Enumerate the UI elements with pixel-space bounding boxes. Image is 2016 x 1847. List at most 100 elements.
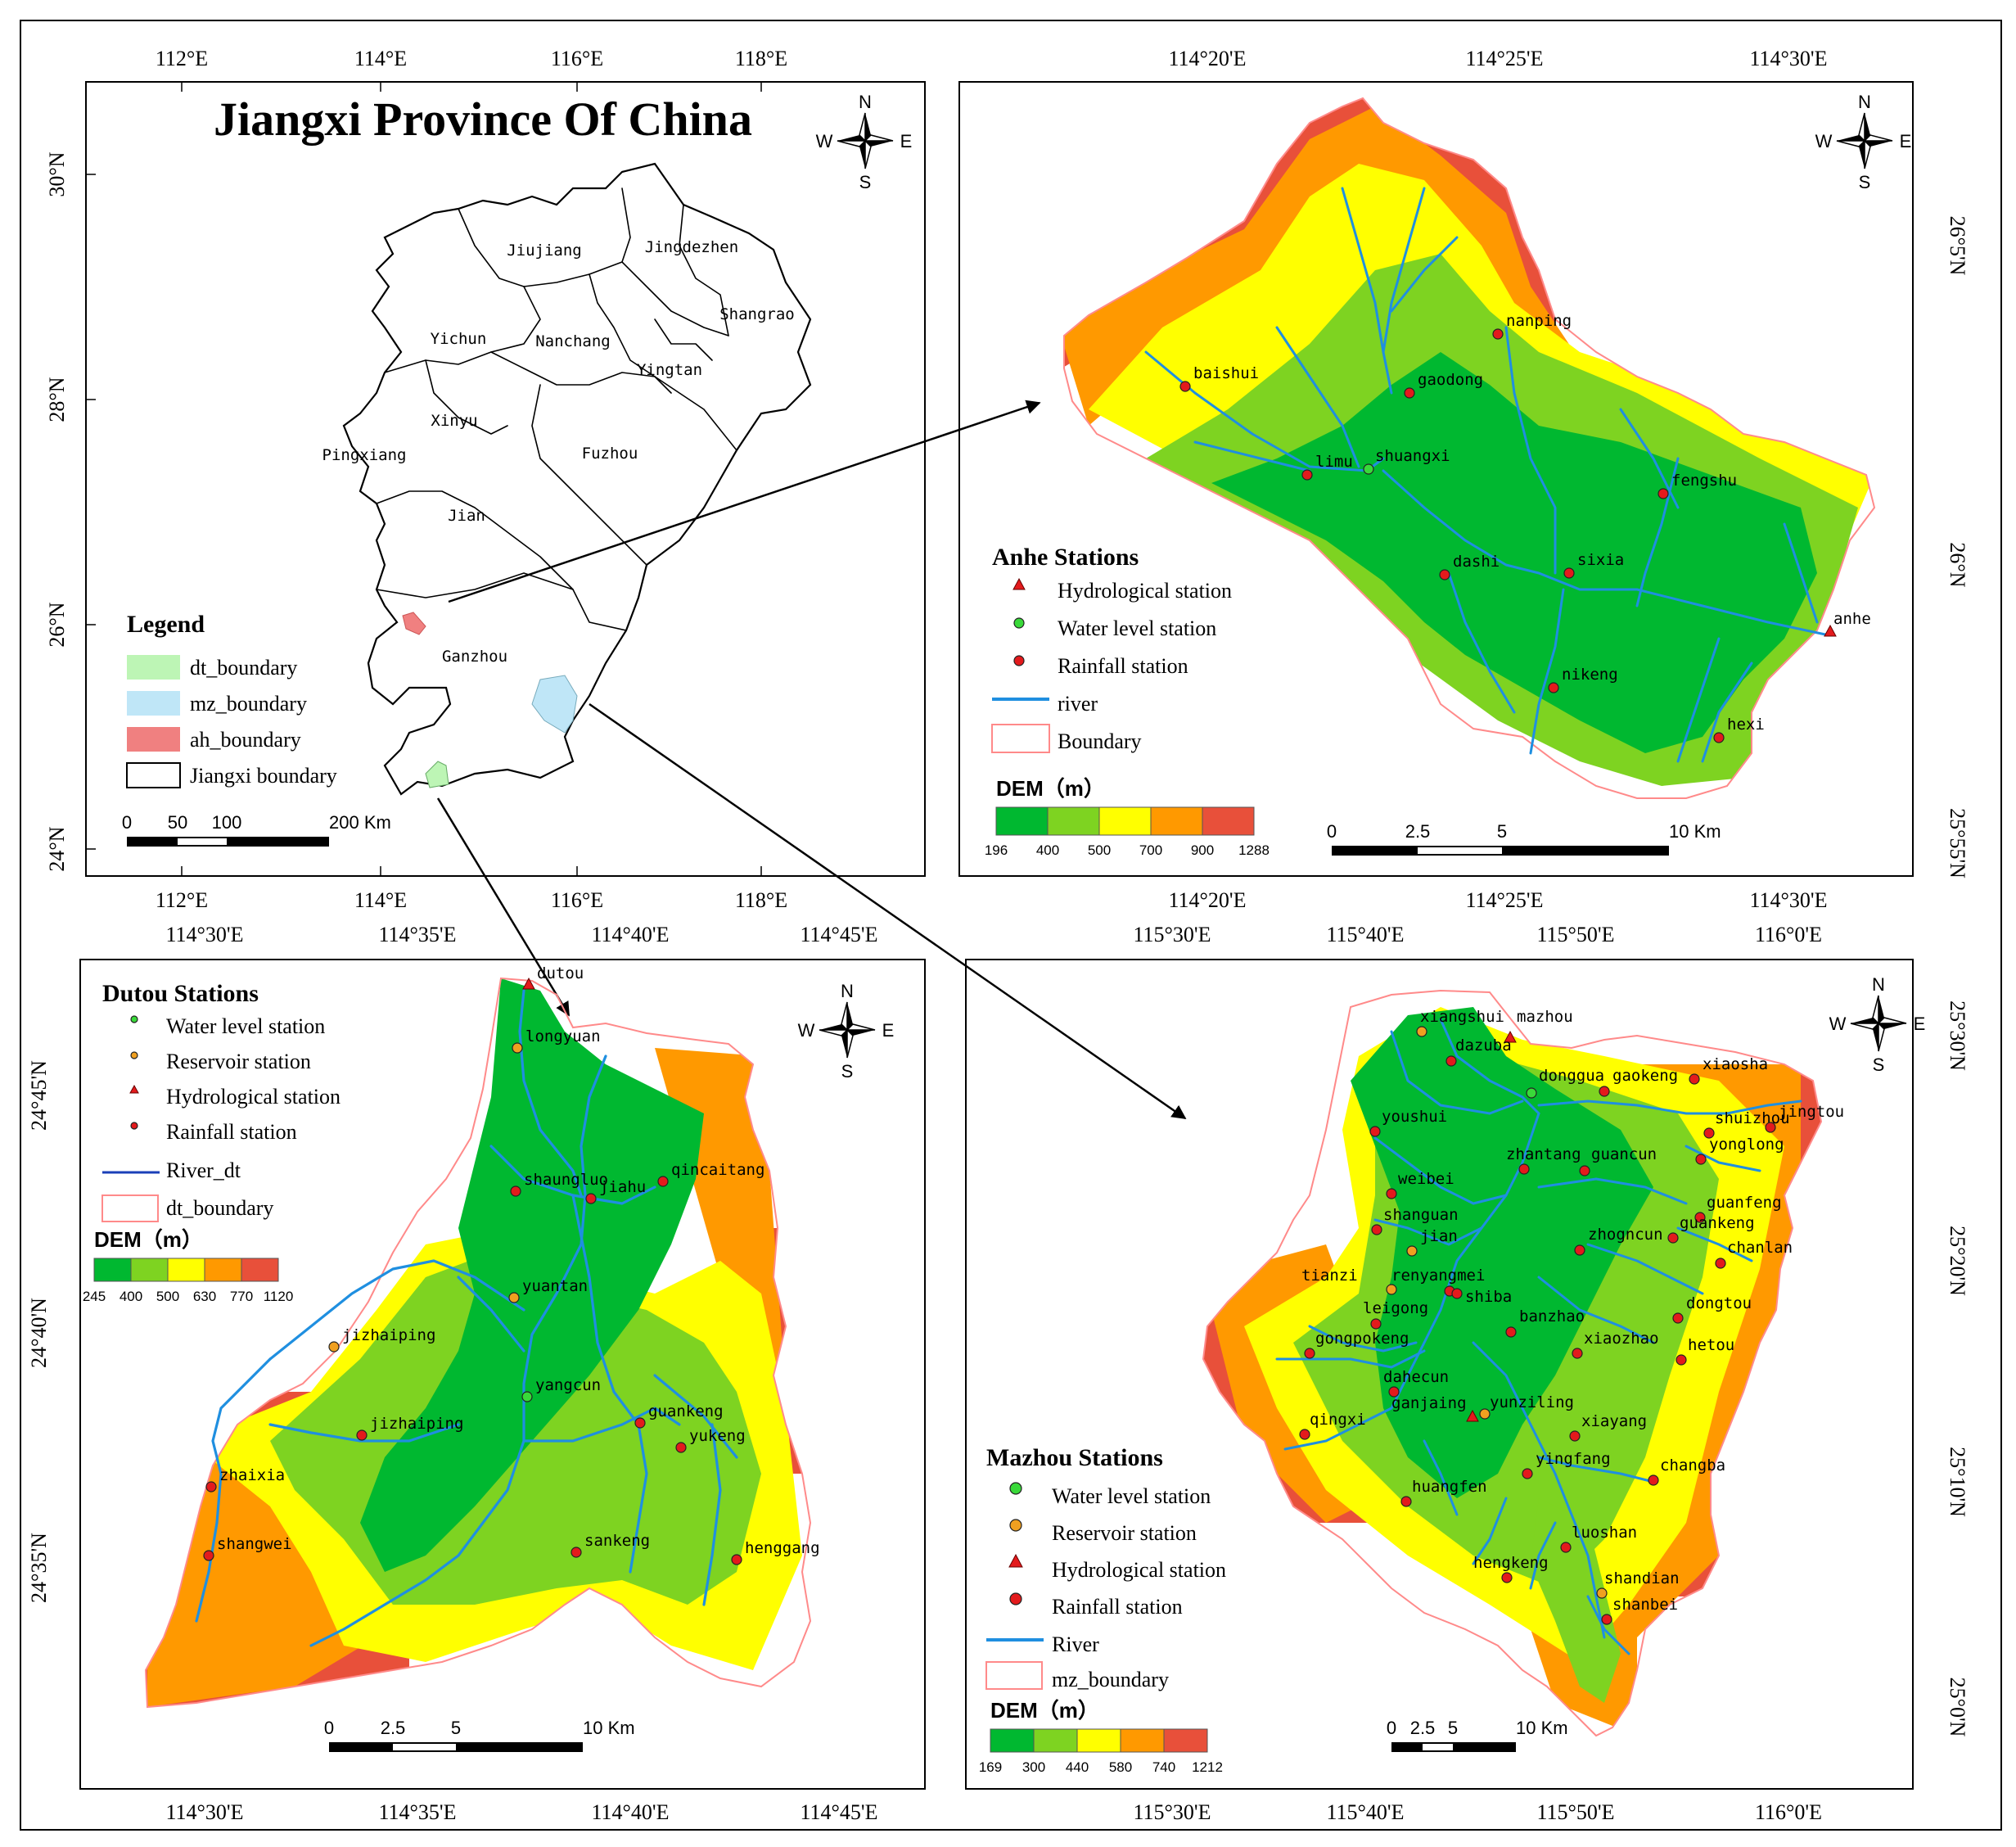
river-line xyxy=(1537,1276,1655,1344)
dutou-dem-tick: 1120 xyxy=(264,1289,294,1304)
anhe-legend-item: Hydrological station xyxy=(1058,579,1232,603)
rainfall-station-mark xyxy=(571,1547,582,1558)
anhe-compass-e: E xyxy=(1900,131,1912,151)
anhe-lon-label-bottom: 114°30'E xyxy=(1750,888,1828,912)
mazhou-station-label: shanguan xyxy=(1383,1206,1459,1224)
anhe-lon-label-bottom: 114°20'E xyxy=(1169,888,1247,912)
mazhou-legend-item: mz_boundary xyxy=(1052,1668,1169,1691)
rainfall-station-mark xyxy=(1599,1086,1610,1097)
mazhou-dem-tick: 1212 xyxy=(1192,1759,1223,1775)
anhe-station-label: shuangxi xyxy=(1375,447,1450,465)
hydrological-station-mark xyxy=(1824,624,1837,637)
anhe-lon-label-top: 114°30'E xyxy=(1750,47,1828,70)
mazhou-lat-label: 25°10'N xyxy=(1946,1447,1969,1517)
anhe-scale-label: 5 xyxy=(1497,821,1507,842)
mazhou-station-label: huangfen xyxy=(1412,1478,1487,1496)
rainfall-station-mark xyxy=(1689,1073,1700,1085)
dutou-dem-title: DEM（m） xyxy=(94,1227,203,1252)
rainfall-station-mark xyxy=(657,1176,669,1187)
river-line xyxy=(1390,236,1459,313)
dutou-compass-s: S xyxy=(841,1061,854,1082)
hydrological-station-mark xyxy=(1504,1030,1517,1043)
anhe-scale-label: 10 Km xyxy=(1669,821,1721,842)
city-label-jian: Jian xyxy=(448,507,485,525)
rainfall-station-mark xyxy=(1713,732,1725,743)
anhe-legend-boundary-swatch xyxy=(991,724,1050,753)
rainfall-station-mark xyxy=(1451,1288,1463,1299)
mazhou-lon-label-bottom: 115°40'E xyxy=(1327,1800,1405,1824)
river-line xyxy=(1537,1100,1802,1115)
water-level-station-mark xyxy=(521,1391,533,1402)
mazhou-scale-label: 10 Km xyxy=(1516,1718,1568,1738)
jiangxi-lon-label-top: 114°E xyxy=(354,47,407,70)
dutou-scale-label: 0 xyxy=(324,1718,334,1738)
mazhou-station-label: banzhao xyxy=(1519,1307,1585,1325)
reservoir-station-mark xyxy=(508,1292,520,1303)
river-line xyxy=(653,1374,738,1459)
anhe-lat-label: 26°N xyxy=(1946,542,1969,587)
water-level-station-mark xyxy=(130,1015,138,1023)
river-line xyxy=(1529,588,1565,755)
mazhou-lon-label-top: 115°30'E xyxy=(1134,923,1211,946)
mazhou-lon-label-top: 116°0'E xyxy=(1755,923,1822,946)
river-line xyxy=(1537,1177,1688,1205)
river-line xyxy=(376,572,574,598)
rainfall-station-mark xyxy=(1404,387,1415,399)
anhe-legend-item: Boundary xyxy=(1058,729,1142,753)
dutou-station-label: jizhaiping xyxy=(370,1415,463,1433)
river-line xyxy=(1439,1018,1540,1115)
mazhou-station-label: dahecun xyxy=(1383,1368,1449,1386)
jiangxi-legend-swatch xyxy=(126,762,181,788)
dutou-panel-frame xyxy=(79,959,926,1790)
dutou-legend-title: Dutou Stations xyxy=(102,980,259,1007)
rainfall-station-mark xyxy=(675,1442,687,1453)
jiangxi-scale-label: 100 xyxy=(212,812,242,833)
dutou-station-label: zhaixia xyxy=(219,1466,285,1484)
jiangxi-compass-e: E xyxy=(900,131,913,151)
mazhou-station-label: renyangmei xyxy=(1391,1267,1485,1285)
dutou-dem-tick: 500 xyxy=(156,1289,179,1304)
jiangxi-lat-label: 26°N xyxy=(45,602,69,647)
river-line xyxy=(702,1423,722,1606)
rainfall-station-mark xyxy=(1492,328,1504,340)
dutou-lon-label-bottom: 114°40'E xyxy=(592,1800,670,1824)
mazhou-station-label: tianzi xyxy=(1301,1267,1358,1285)
anhe-compass-w: W xyxy=(1815,131,1833,151)
anhe-dem-title: DEM（m） xyxy=(996,776,1105,801)
rainfall-station-mark xyxy=(585,1193,597,1204)
mazhou-dem-swatch xyxy=(990,1728,1035,1753)
jiangxi-panel-frame xyxy=(85,81,926,877)
reservoir-station-mark xyxy=(130,1051,138,1059)
mazhou-station-label: dazuba xyxy=(1455,1036,1512,1054)
jiangxi-north-arrow-icon xyxy=(837,112,894,169)
mazhou-station-label: hetou xyxy=(1688,1336,1734,1354)
jiangxi-lon-label-bottom: 114°E xyxy=(354,888,407,912)
river-line xyxy=(457,1276,525,1353)
river-line xyxy=(1390,1030,1524,1115)
dutou-station-label: henggang xyxy=(745,1539,820,1557)
mazhou-station-label: jian xyxy=(1420,1227,1458,1245)
mazhou-north-arrow-icon xyxy=(1850,995,1907,1052)
mazhou-station-label: guankeng xyxy=(1680,1214,1755,1232)
dutou-legend-item: River_dt xyxy=(166,1158,241,1182)
mazhou-lat-label: 25°30'N xyxy=(1946,1000,1969,1071)
dutou-lat-label: 24°45'N xyxy=(27,1060,51,1131)
anhe-lat-label: 25°55'N xyxy=(1946,808,1969,878)
reservoir-station-mark xyxy=(1596,1587,1608,1599)
river-line xyxy=(1701,662,1753,763)
rainfall-station-mark xyxy=(1301,469,1313,481)
dutou-lon-label-top: 114°45'E xyxy=(801,923,878,946)
dutou-station-label: jizhaiping xyxy=(342,1326,435,1344)
river-line xyxy=(1275,326,1360,468)
hydrological-station-mark xyxy=(1013,577,1026,590)
dutou-station-label: dutou xyxy=(537,964,584,982)
dutou-dem-tick: 245 xyxy=(83,1289,106,1304)
mazhou-legend-title: Mazhou Stations xyxy=(986,1444,1163,1471)
city-label-nanchang: Nanchang xyxy=(535,332,611,350)
dutou-scale-label: 10 Km xyxy=(583,1718,635,1738)
anhe-lon-label-top: 114°25'E xyxy=(1466,47,1544,70)
mazhou-station-label: gaokeng xyxy=(1612,1067,1678,1085)
anhe-compass-n: N xyxy=(1858,92,1871,112)
water-level-station-mark xyxy=(1526,1087,1537,1099)
rainfall-station-mark xyxy=(1675,1354,1687,1366)
